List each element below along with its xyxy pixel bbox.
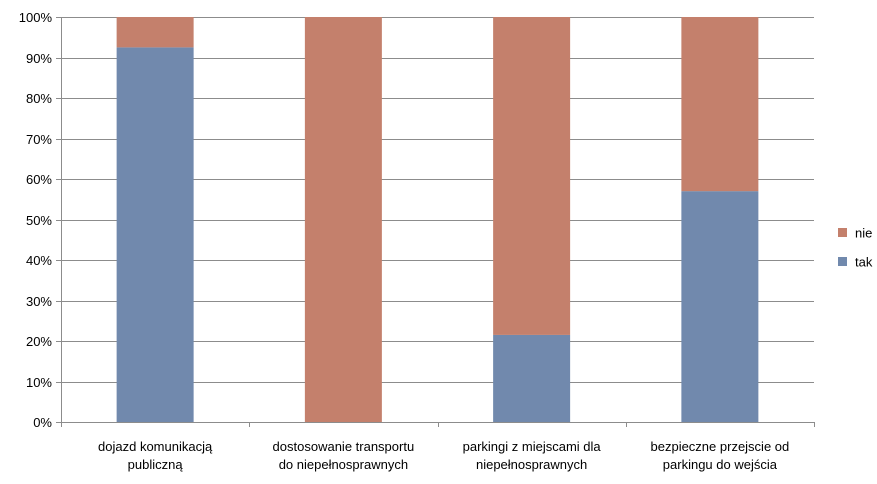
bar-segment-tak: [493, 334, 571, 422]
legend-label-tak: tak: [855, 255, 873, 270]
y-tick-label: 0%: [33, 415, 52, 430]
x-category-label: dojazd komunikacją publiczną: [98, 439, 213, 472]
y-tick-label: 90%: [26, 51, 52, 66]
legend-label-nie: nie: [855, 226, 872, 241]
y-tick-label: 70%: [26, 132, 52, 147]
legend: nie tak: [838, 226, 873, 270]
y-tick-label: 30%: [26, 294, 52, 309]
y-tick-label: 20%: [26, 334, 52, 349]
y-tick-label: 80%: [26, 91, 52, 106]
y-tick-label: 60%: [26, 172, 52, 187]
y-tick-label: 10%: [26, 375, 52, 390]
bar-segment-tak: [116, 47, 194, 422]
x-category-label: parkingi z miejscami dla niepełnosprawnyc…: [463, 439, 602, 472]
y-tick-label: 100%: [19, 10, 53, 25]
y-axis-tick-labels: 0% 10% 20% 30% 40% 50% 60% 70% 80% 90% 100%: [19, 10, 53, 430]
legend-swatch-nie: [838, 228, 847, 237]
x-category-label: dostosowanie transportu do niepełnosprawn…: [273, 439, 415, 472]
bar-segment-nie: [681, 17, 759, 192]
bars: [116, 17, 759, 422]
axes: [56, 17, 815, 427]
legend-swatch-tak: [838, 257, 847, 266]
bar-segment-nie: [116, 17, 194, 48]
bar-segment-nie: [304, 17, 382, 422]
bar-segment-nie: [493, 17, 571, 335]
y-tick-label: 40%: [26, 253, 52, 268]
x-category-label: bezpieczne przejscie od parkingu do wejśc…: [651, 439, 790, 472]
x-axis-category-labels: dojazd komunikacją publiczną dostosowanie …: [98, 439, 789, 472]
y-tick-label: 50%: [26, 213, 52, 228]
bar-segment-tak: [681, 191, 759, 422]
